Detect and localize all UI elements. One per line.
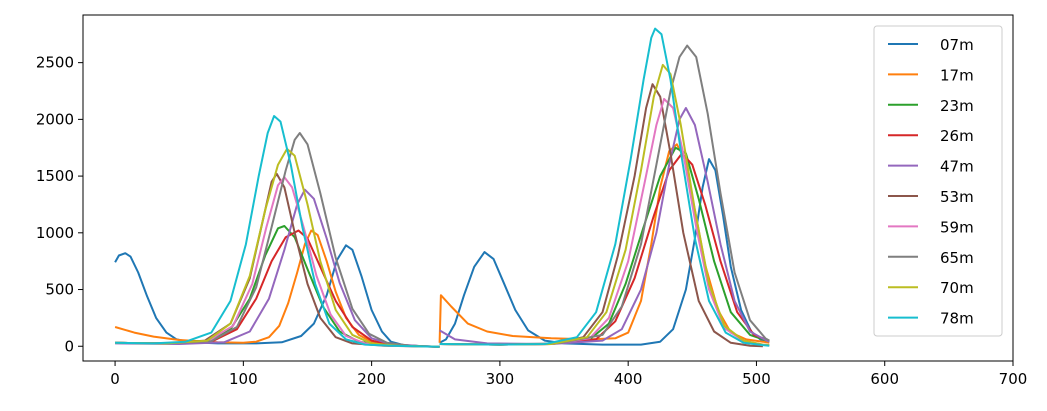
x-axis: 0 100 200 300 400 500 600 700 [110, 361, 1027, 388]
series-line-70m-1 [439, 63, 770, 347]
series-line-59m-0 [115, 176, 440, 348]
legend-label: 23m [940, 97, 974, 115]
x-tick-label: 200 [357, 370, 386, 388]
legend-label: 59m [940, 218, 974, 236]
series-line-07m-1 [439, 158, 770, 346]
legend-label: 47m [940, 158, 974, 176]
legend-label: 65m [940, 249, 974, 267]
x-tick-label: 0 [110, 370, 120, 388]
y-tick-label: 1500 [36, 167, 74, 185]
series-lines [114, 27, 770, 348]
y-tick-label: 2500 [36, 54, 74, 72]
legend: 07m 17m 23m 26m 47m 53m 59m 65m 70m 78m [873, 25, 1003, 337]
series-line-47m-0 [115, 188, 440, 348]
series-line-26m-0 [115, 229, 440, 348]
legend-label: 26m [940, 127, 974, 145]
legend-label: 78m [940, 310, 974, 328]
plot-frame [82, 14, 1014, 362]
y-tick-label: 500 [45, 281, 74, 299]
series-line-65m-1 [439, 44, 770, 346]
series-line-65m-0 [115, 132, 440, 348]
y-axis: 0 500 1000 1500 2000 2500 [36, 54, 83, 355]
series-line-07m-0 [114, 244, 440, 348]
series-line-53m-0 [115, 172, 440, 348]
series-line-78m-1 [439, 27, 770, 347]
legend-label: 53m [940, 188, 974, 206]
legend-label: 17m [940, 66, 974, 84]
y-tick-label: 1000 [36, 224, 74, 242]
x-tick-label: 100 [229, 370, 258, 388]
series-line-70m-0 [115, 147, 440, 348]
x-tick-label: 700 [999, 370, 1028, 388]
legend-label: 07m [940, 36, 974, 54]
x-tick-label: 300 [486, 370, 515, 388]
series-line-78m-0 [115, 115, 440, 348]
y-tick-label: 0 [64, 337, 74, 355]
legend-label: 70m [940, 279, 974, 297]
x-tick-label: 400 [614, 370, 643, 388]
y-tick-label: 2000 [36, 110, 74, 128]
series-line-47m-1 [439, 107, 770, 345]
legend-box [873, 25, 1003, 337]
x-tick-label: 600 [870, 370, 899, 388]
x-tick-label: 500 [742, 370, 771, 388]
